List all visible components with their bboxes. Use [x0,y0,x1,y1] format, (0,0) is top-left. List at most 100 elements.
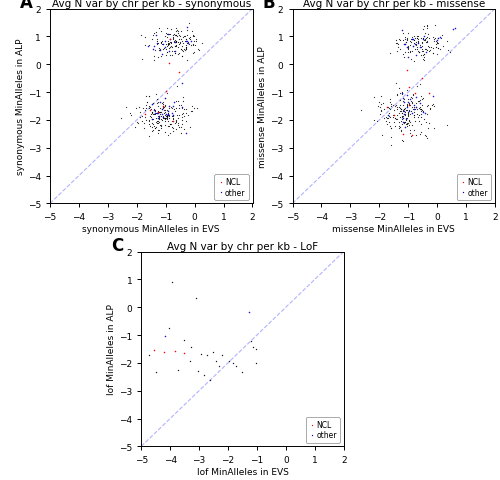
Point [431,35,439,42]
Point [404,43,412,51]
Point [168,52,175,60]
Point [171,50,179,58]
Point [166,44,174,51]
Point [149,46,157,53]
Point [169,35,177,42]
Point [163,112,171,120]
Point [178,47,186,55]
Point [396,90,404,97]
Point [377,94,385,101]
Point [410,127,418,135]
Point [404,45,412,53]
Point [416,104,424,111]
Point [406,48,413,56]
Point [386,125,394,133]
Point [399,107,407,114]
Point [414,39,422,47]
Point [416,106,424,114]
Point [176,102,184,110]
Point [414,98,422,106]
Point [166,115,173,122]
Point [162,52,170,60]
Point [418,48,426,56]
Point [402,107,410,115]
Point [422,49,430,57]
Point [188,103,196,110]
Point [402,39,409,47]
Point [166,130,174,137]
Point [182,45,190,53]
Point [396,102,404,109]
Point [150,106,158,113]
Point [250,343,258,351]
Point [394,44,402,52]
Point [398,110,406,118]
Point [161,333,169,340]
Point [146,104,154,112]
Point [170,116,177,123]
Point [154,99,162,107]
Point [155,109,163,117]
Point [157,122,165,130]
Point [404,107,411,115]
Point [152,115,160,122]
Point [165,123,173,131]
Point [395,36,403,44]
Point [177,28,185,36]
Point [380,115,388,122]
Point [189,42,197,49]
Point [182,46,190,53]
Point [413,33,421,40]
Point [133,120,141,127]
Point [182,130,190,138]
Point [405,100,413,108]
Point [178,98,186,106]
Point [158,114,166,122]
Point [410,106,418,114]
Point [178,121,186,129]
Point [141,114,149,121]
Point [408,122,416,130]
Point [150,110,158,118]
Point [153,36,161,44]
Point [156,121,164,129]
Point [415,118,423,125]
Point [171,108,179,116]
Point [384,104,392,112]
Point [163,49,171,57]
Point [418,108,426,115]
Point [404,104,411,112]
Point [402,39,410,47]
Point [400,54,408,61]
Point [168,113,176,121]
Point [376,108,384,116]
Point [392,40,400,48]
Point [383,120,391,128]
Point [179,48,187,56]
Point [172,98,180,106]
Point [165,31,173,38]
Point [410,41,418,48]
Point [141,107,149,115]
Point [405,118,413,126]
Point [370,117,378,125]
Point [164,111,172,119]
Point [162,41,170,48]
Point [154,109,162,117]
Point [420,26,428,34]
Point [414,36,422,44]
Point [425,35,433,43]
Point [171,49,179,57]
Point [158,100,166,108]
Point [164,38,172,46]
Point [434,37,442,45]
Point [415,98,423,106]
Point [412,41,420,49]
Point [404,44,411,51]
Point [143,99,151,107]
Point [418,40,426,48]
Point [158,113,166,120]
Point [148,116,156,124]
Point [384,112,392,120]
Point [170,106,178,113]
